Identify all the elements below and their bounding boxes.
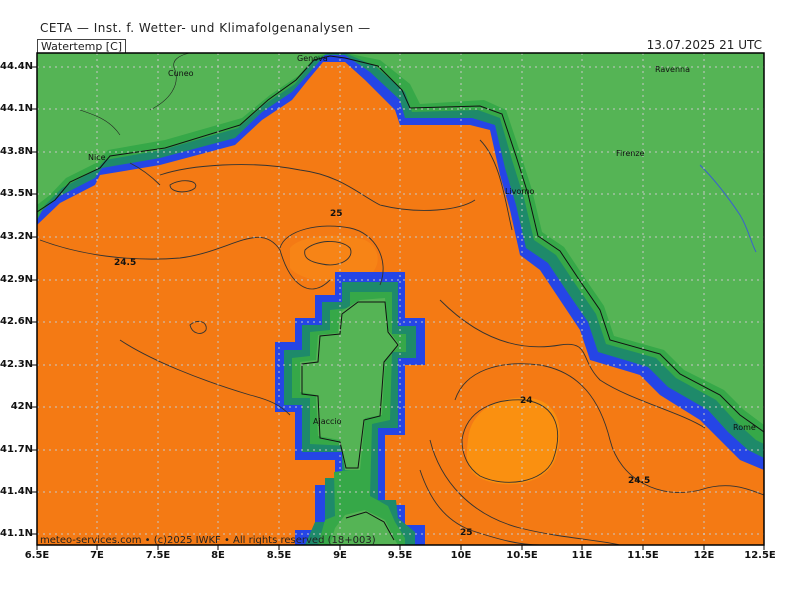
- warm-patch-corsica-north: [290, 235, 378, 282]
- warm-patch-east: [466, 397, 560, 485]
- coastlines: [37, 55, 764, 541]
- city-firenze: Firenze: [616, 149, 645, 158]
- city-livorno: Livorno: [505, 187, 535, 196]
- isotherm-label: 24.5: [628, 476, 650, 486]
- isotherm-label: 24.5: [114, 258, 136, 268]
- lat-label: 42.3N: [0, 359, 34, 370]
- lat-label: 41.4N: [0, 486, 34, 497]
- mainland-land: [37, 53, 764, 425]
- city-ravenna: Ravenna: [655, 65, 690, 74]
- graticule: [37, 53, 764, 545]
- isotherms: [39, 139, 764, 545]
- lon-label: 9E: [333, 550, 347, 561]
- corsica-land: [300, 298, 400, 470]
- lat-label: 44.4N: [0, 61, 34, 72]
- isotherm-label: 24: [520, 396, 533, 406]
- city-cuneo: Cuneo: [168, 69, 194, 78]
- copyright-credit: meteo-services.com • (c)2025 IWKF • All …: [40, 535, 376, 546]
- city-genova: Genova: [297, 54, 328, 63]
- lat-label: 41.7N: [0, 444, 34, 455]
- lon-label: 7.5E: [145, 550, 171, 561]
- lon-label: 11.5E: [627, 550, 659, 561]
- lat-label: 44.1N: [0, 103, 34, 114]
- lon-label: 8.5E: [266, 550, 292, 561]
- river: [699, 164, 757, 253]
- lon-label: 11E: [571, 550, 593, 561]
- isotherm-label: 25: [330, 209, 343, 219]
- sardinia-land: [330, 510, 398, 545]
- city-nice: Nice: [88, 153, 106, 162]
- lat-label: 42.9N: [0, 274, 34, 285]
- city-rome: Rome: [733, 423, 756, 432]
- lat-label: 42N: [10, 401, 33, 412]
- lat-label: 43.8N: [0, 146, 34, 157]
- lon-label: 12.5E: [744, 550, 776, 561]
- lat-label: 43.2N: [0, 231, 34, 242]
- lon-label: 12E: [693, 550, 715, 561]
- lon-label: 6.5E: [24, 550, 50, 561]
- lon-label: 9.5E: [387, 550, 413, 561]
- city-ajaccio: Ajaccio: [313, 417, 342, 426]
- lon-label: 10.5E: [506, 550, 538, 561]
- lon-label: 10E: [450, 550, 472, 561]
- lon-label: 8E: [211, 550, 225, 561]
- valid-time: 13.07.2025 21 UTC: [646, 38, 762, 52]
- isotherm-label: 25: [460, 528, 473, 538]
- lat-label: 41.1N: [0, 528, 34, 539]
- borders: [79, 53, 191, 136]
- lon-label: 7E: [90, 550, 104, 561]
- lat-label: 42.6N: [0, 316, 34, 327]
- parameter-label: Watertemp [C]: [37, 39, 127, 53]
- axis-ticks: [32, 66, 765, 550]
- agency-title: CETA — Inst. f. Wetter- und Klimafolgena…: [40, 21, 371, 35]
- lat-label: 43.5N: [0, 188, 34, 199]
